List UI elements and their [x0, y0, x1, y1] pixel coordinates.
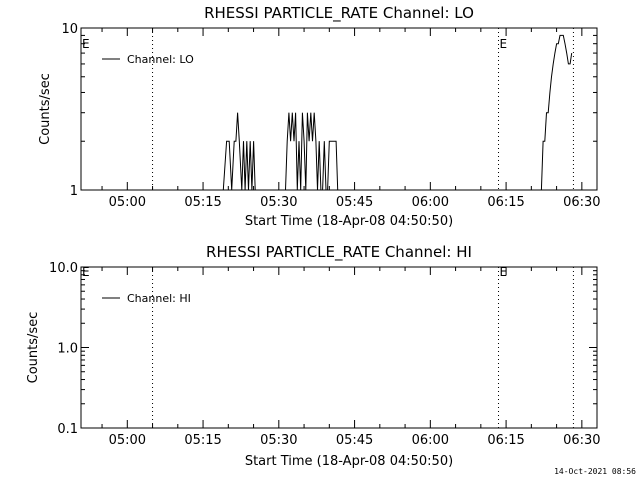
panel-2-event-marker: E — [500, 265, 508, 279]
panel-2-y-tick-label: 0.1 — [57, 422, 78, 437]
panel-1-x-tick-label: 06:00 — [412, 195, 449, 210]
panel-1-y-tick-label: 1 — [70, 184, 78, 199]
panel-1-x-axis-label: Start Time (18-Apr-08 04:50:50) — [245, 214, 453, 229]
panel-2-x-axis-label: Start Time (18-Apr-08 04:50:50) — [245, 454, 453, 469]
panel-2-x-tick-label: 06:00 — [412, 433, 449, 448]
panel-2-x-tick-label: 06:15 — [487, 433, 524, 448]
panel-2-x-tick-label: 05:30 — [260, 433, 297, 448]
panel-1-series-line — [222, 34, 573, 191]
panel-1-event-marker: E — [82, 37, 90, 51]
panel-2-legend-label: Channel: HI — [127, 292, 191, 305]
panel-1-y-axis-label: Counts/sec — [38, 73, 53, 145]
panel-2-y-axis-label: Counts/sec — [26, 312, 41, 384]
panel-2-x-tick-label: 05:45 — [336, 433, 373, 448]
panel-1-x-tick-label: 05:00 — [109, 195, 146, 210]
panel-1-legend-label: Channel: LO — [127, 53, 194, 66]
panel-2-title: RHESSI PARTICLE_RATE Channel: HI — [206, 243, 472, 262]
panel-2-y-tick-label: 10.0 — [49, 261, 78, 276]
panel-1-x-tick-label: 06:15 — [487, 195, 524, 210]
panel-2-x-tick-label: 06:30 — [563, 433, 600, 448]
panel-1-title: RHESSI PARTICLE_RATE Channel: LO — [204, 4, 474, 23]
footer-timestamp: 14-Oct-2021 08:56 — [554, 467, 636, 476]
panel-1-x-tick-label: 05:45 — [336, 195, 373, 210]
panel-2-event-marker: E — [82, 265, 90, 279]
panel-2-x-tick-label: 05:15 — [184, 433, 221, 448]
panel-1-event-marker: E — [500, 37, 508, 51]
panel-1-x-tick-label: 05:30 — [260, 195, 297, 210]
panel-2-y-tick-label: 1.0 — [57, 342, 78, 357]
panel-2-x-tick-label: 05:00 — [109, 433, 146, 448]
panel-1-x-tick-label: 06:30 — [563, 195, 600, 210]
panel-1-y-tick-label: 10 — [61, 22, 78, 37]
panel-1-x-tick-label: 05:15 — [184, 195, 221, 210]
